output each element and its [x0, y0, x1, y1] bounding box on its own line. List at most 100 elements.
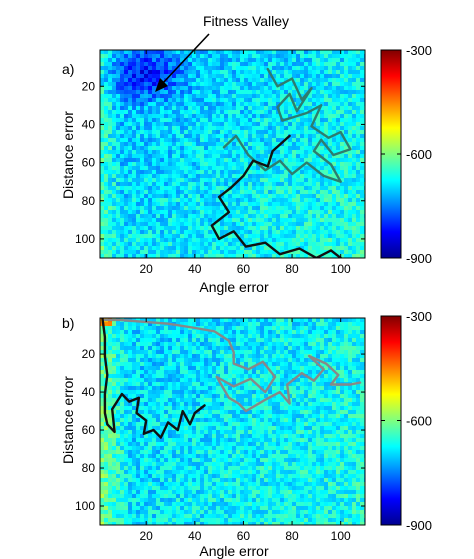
heatmap-cell	[136, 354, 140, 358]
heatmap-cell	[160, 50, 164, 54]
heatmap-cell	[220, 118, 224, 122]
heatmap-cell	[184, 398, 188, 402]
heatmap-cell	[272, 126, 276, 130]
heatmap-cell	[128, 366, 132, 370]
heatmap-cell	[220, 242, 224, 246]
heatmap-cell	[120, 382, 124, 386]
heatmap-cell	[228, 242, 232, 246]
y-tick-label: 20	[82, 79, 96, 93]
heatmap-cell	[360, 198, 364, 202]
heatmap-cell	[172, 342, 176, 346]
heatmap-cell	[124, 154, 128, 158]
heatmap-cell	[164, 238, 168, 242]
heatmap-cell	[228, 94, 232, 98]
heatmap-cell	[172, 66, 176, 70]
heatmap-cell	[228, 118, 232, 122]
heatmap-cell	[168, 106, 172, 110]
heatmap-cell	[228, 122, 232, 126]
heatmap-cell	[108, 434, 112, 438]
heatmap-cell	[144, 138, 148, 142]
heatmap-cell	[356, 246, 360, 250]
heatmap-cell	[144, 454, 148, 458]
heatmap-cell	[300, 230, 304, 234]
heatmap-cell	[268, 190, 272, 194]
heatmap-cell	[132, 170, 136, 174]
heatmap-cell	[108, 494, 112, 498]
heatmap-cell	[192, 394, 196, 398]
heatmap-cell	[196, 522, 200, 525]
heatmap-cell	[128, 426, 132, 430]
heatmap-cell	[152, 90, 156, 94]
x-tick-label: 100	[331, 262, 351, 276]
heatmap-cell	[308, 98, 312, 102]
heatmap-cell	[148, 318, 152, 322]
heatmap-cell	[144, 130, 148, 134]
heatmap-cell	[304, 90, 308, 94]
heatmap-cell	[116, 62, 120, 66]
heatmap-cell	[120, 370, 124, 374]
heatmap-cell	[160, 146, 164, 150]
heatmap-cell	[356, 50, 360, 54]
heatmap-cell	[120, 322, 124, 326]
heatmap-cell	[176, 494, 180, 498]
heatmap-cell	[268, 182, 272, 186]
heatmap-cell	[216, 122, 220, 126]
heatmap-cell	[264, 142, 268, 146]
heatmap-cell	[188, 446, 192, 450]
heatmap-cell	[136, 334, 140, 338]
heatmap-cell	[124, 510, 128, 514]
heatmap-cell	[128, 90, 132, 94]
heatmap-cell	[268, 130, 272, 134]
heatmap-cell	[140, 506, 144, 510]
heatmap-cell	[268, 150, 272, 154]
heatmap-cell	[356, 238, 360, 242]
heatmap-cell	[316, 238, 320, 242]
heatmap-cell	[256, 62, 260, 66]
heatmap-cell	[188, 382, 192, 386]
heatmap-cell	[176, 326, 180, 330]
heatmap-cell	[128, 158, 132, 162]
heatmap-cell	[160, 230, 164, 234]
heatmap-cell	[184, 330, 188, 334]
heatmap-cell	[240, 50, 244, 54]
heatmap-cell	[232, 150, 236, 154]
heatmap-cell	[148, 214, 152, 218]
heatmap-cell	[184, 466, 188, 470]
heatmap-cell	[124, 210, 128, 214]
heatmap-cell	[176, 138, 180, 142]
heatmap-cell	[340, 82, 344, 86]
heatmap-cell	[172, 354, 176, 358]
heatmap-cell	[200, 178, 204, 182]
heatmap-cell	[108, 370, 112, 374]
heatmap-cell	[156, 394, 160, 398]
heatmap-cell	[104, 458, 108, 462]
heatmap-cell	[108, 238, 112, 242]
heatmap-cell	[128, 242, 132, 246]
heatmap-cell	[264, 50, 268, 54]
heatmap-cell	[340, 94, 344, 98]
heatmap-cell	[112, 250, 116, 254]
heatmap-cell	[164, 90, 168, 94]
heatmap-cell	[104, 206, 108, 210]
heatmap-cell	[120, 334, 124, 338]
heatmap-cell	[284, 134, 288, 138]
heatmap-cell	[232, 146, 236, 150]
heatmap-cell	[248, 94, 252, 98]
heatmap-cell	[116, 198, 120, 202]
heatmap-cell	[128, 322, 132, 326]
heatmap-cell	[112, 246, 116, 250]
heatmap-cell	[148, 142, 152, 146]
heatmap-cell	[132, 118, 136, 122]
heatmap-cell	[132, 330, 136, 334]
heatmap-cell	[200, 78, 204, 82]
heatmap-cell	[312, 206, 316, 210]
heatmap-cell	[100, 482, 104, 486]
heatmap-cell	[180, 70, 184, 74]
heatmap-cell	[128, 230, 132, 234]
heatmap-cell	[180, 422, 184, 426]
heatmap-cell	[344, 242, 348, 246]
heatmap-cell	[124, 438, 128, 442]
heatmap-cell	[104, 478, 108, 482]
heatmap-cell	[240, 110, 244, 114]
heatmap-cell	[200, 90, 204, 94]
